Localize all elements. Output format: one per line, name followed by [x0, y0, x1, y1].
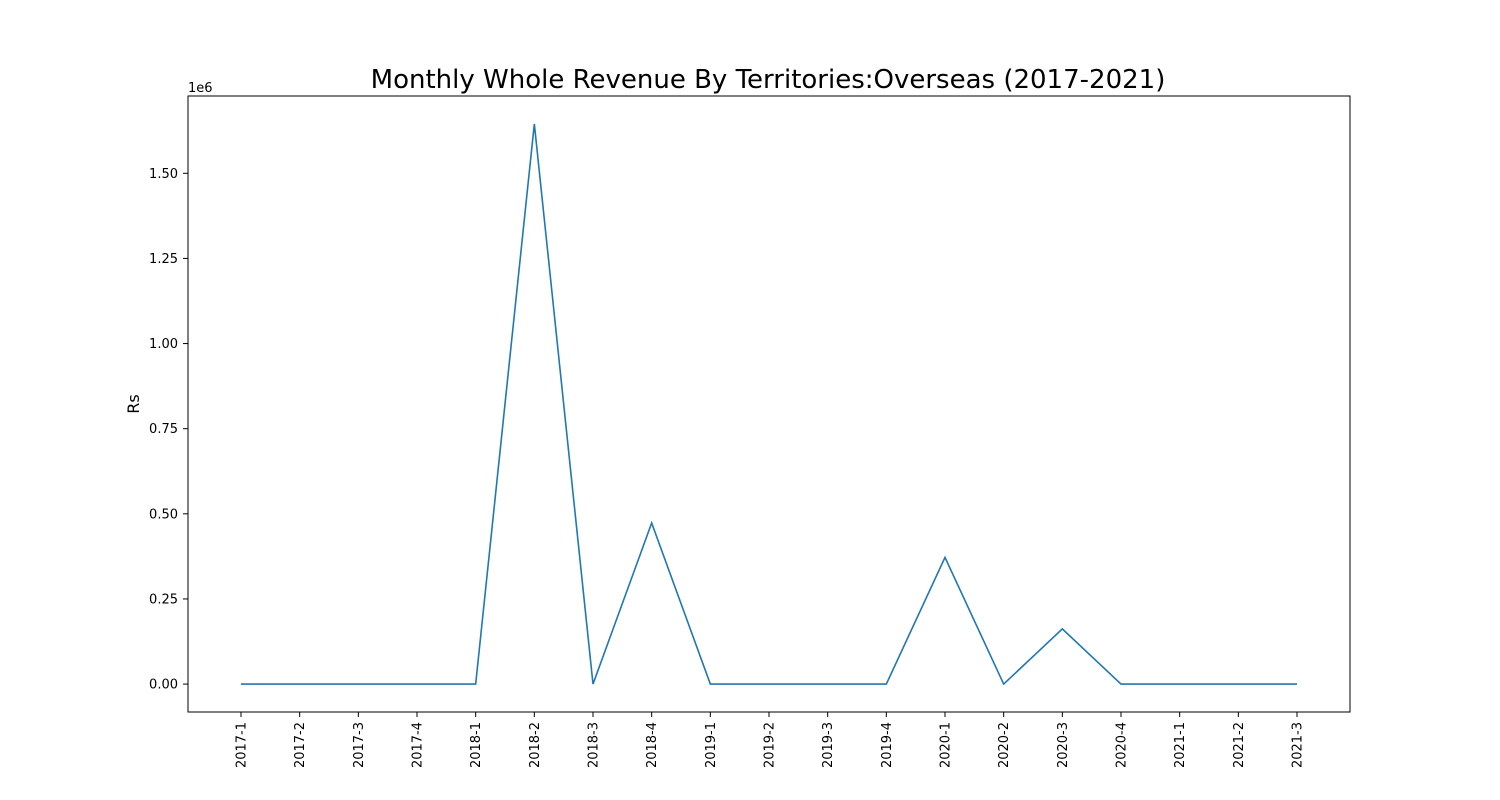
y-tick-label: 0.50	[149, 507, 178, 522]
x-tick-label: 2017-4	[411, 722, 426, 768]
x-tick-label: 2020-4	[1115, 722, 1130, 768]
x-tick-label: 2020-3	[1056, 722, 1071, 768]
x-tick-label: 2021-2	[1232, 722, 1247, 768]
x-tick-label: 2017-3	[352, 722, 367, 768]
series-line	[241, 123, 1297, 686]
x-tick-label: 2018-4	[645, 722, 660, 768]
x-tick-label: 2018-1	[469, 722, 484, 768]
x-tick-label: 2019-4	[880, 722, 895, 768]
x-tick-label: 2017-2	[293, 722, 308, 768]
x-tick-label: 2019-3	[821, 722, 836, 768]
x-tick-label: 2019-2	[763, 722, 778, 768]
y-tick-label: 1.50	[149, 167, 178, 182]
x-tick-label: 2018-3	[587, 722, 602, 768]
x-tick-label: 2021-3	[1291, 722, 1306, 768]
chart-title: Monthly Whole Revenue By Territories:Ove…	[371, 65, 1166, 95]
y-tick-label: 0.75	[149, 422, 178, 437]
x-tick-label: 2017-1	[235, 722, 250, 768]
y-tick-label: 0.25	[149, 592, 178, 607]
y-axis: 0.00 0.25 0.50 0.75 1.00 1.25 1.50	[149, 167, 188, 693]
x-tick-label: 2018-2	[528, 722, 543, 768]
series-group	[241, 123, 1297, 686]
plot-frame	[187, 95, 1351, 713]
x-tick-label: 2021-1	[1173, 722, 1188, 768]
x-axis: 2017-1 2017-2 2017-3 2017-4 2018-1 2018-2 2018…	[235, 712, 1306, 768]
y-offset-label: 1e6	[188, 81, 213, 96]
y-axis-label: Rs	[124, 394, 143, 413]
x-tick-label: 2020-1	[939, 722, 954, 768]
x-tick-label: 2020-2	[997, 722, 1012, 768]
y-tick-label: 1.25	[149, 252, 178, 267]
y-tick-label: 0.00	[149, 678, 178, 693]
x-tick-label: 2019-1	[704, 722, 719, 768]
y-tick-label: 1.00	[149, 337, 178, 352]
